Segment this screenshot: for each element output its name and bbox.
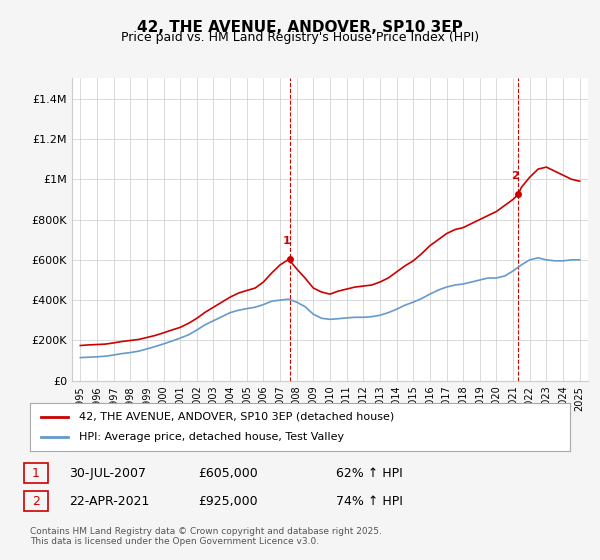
- Text: 42, THE AVENUE, ANDOVER, SP10 3EP (detached house): 42, THE AVENUE, ANDOVER, SP10 3EP (detac…: [79, 412, 394, 422]
- Text: 62% ↑ HPI: 62% ↑ HPI: [336, 466, 403, 480]
- Text: £605,000: £605,000: [198, 466, 258, 480]
- Text: 74% ↑ HPI: 74% ↑ HPI: [336, 494, 403, 508]
- Text: 2: 2: [511, 171, 519, 181]
- Text: Contains HM Land Registry data © Crown copyright and database right 2025.
This d: Contains HM Land Registry data © Crown c…: [30, 526, 382, 546]
- Text: HPI: Average price, detached house, Test Valley: HPI: Average price, detached house, Test…: [79, 432, 344, 442]
- Text: 30-JUL-2007: 30-JUL-2007: [69, 466, 146, 480]
- Text: 1: 1: [283, 236, 290, 246]
- Text: 22-APR-2021: 22-APR-2021: [69, 494, 149, 508]
- Text: £925,000: £925,000: [198, 494, 257, 508]
- Text: 2: 2: [32, 494, 40, 508]
- Text: 42, THE AVENUE, ANDOVER, SP10 3EP: 42, THE AVENUE, ANDOVER, SP10 3EP: [137, 20, 463, 35]
- Text: Price paid vs. HM Land Registry's House Price Index (HPI): Price paid vs. HM Land Registry's House …: [121, 31, 479, 44]
- Text: 1: 1: [32, 466, 40, 480]
